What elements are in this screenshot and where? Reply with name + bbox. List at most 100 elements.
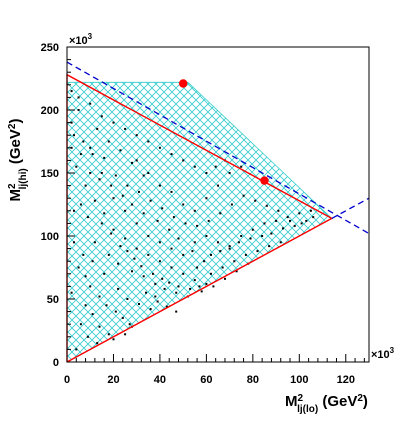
scatter-point: [165, 305, 168, 308]
scatter-point: [210, 253, 212, 256]
scatter-point: [70, 121, 73, 124]
x-tick-label: 20: [107, 374, 119, 386]
scatter-point: [154, 282, 157, 285]
scatter-point: [124, 333, 127, 336]
scatter-point: [219, 250, 222, 253]
scatter-point: [142, 174, 145, 177]
y-tick-label: 0: [53, 357, 59, 369]
scatter-point: [89, 285, 92, 288]
scatter-point: [177, 285, 180, 288]
scatter-point: [282, 227, 284, 230]
scatter-point: [84, 184, 87, 187]
scatter-point: [198, 285, 201, 288]
y-tick-label: 100: [41, 231, 59, 243]
scatter-point: [131, 270, 133, 273]
scatter-point: [77, 109, 80, 111]
scatter-point: [152, 272, 154, 275]
scatter-point: [73, 209, 75, 212]
scatter-point: [149, 308, 152, 311]
scatter-point: [168, 281, 171, 284]
scatter-point: [75, 165, 78, 168]
scatter-point: [107, 140, 110, 143]
scatter-point: [70, 146, 73, 149]
plot-frame: [66, 46, 370, 363]
scatter-point: [124, 237, 127, 240]
scatter-point: [142, 275, 145, 278]
scatter-point: [128, 323, 131, 326]
scatter-point: [133, 257, 136, 260]
scatter-point: [103, 212, 106, 215]
marker-point: [260, 176, 269, 185]
scatter-point: [170, 190, 173, 193]
scatter-point: [135, 222, 138, 225]
scatter-point: [96, 127, 99, 130]
scatter-point: [156, 300, 159, 303]
scatter-point: [228, 245, 231, 248]
scatter-point: [79, 203, 82, 206]
scatter-point: [121, 316, 124, 319]
scatter-point: [196, 266, 199, 269]
scatter-point: [93, 241, 96, 244]
scatter-point: [119, 245, 122, 248]
scatter-point: [156, 219, 159, 222]
scatter-point: [217, 241, 219, 244]
scatter-point: [73, 241, 75, 244]
y-axis-title: M2lj(hi) (GeV2): [7, 119, 29, 202]
dashed-line: [331, 197, 370, 219]
scatter-point: [251, 228, 254, 231]
scatter-point: [182, 159, 185, 162]
scatter-point: [265, 204, 268, 207]
scatter-point: [140, 265, 143, 268]
scatter-point: [256, 250, 259, 253]
scatter-point: [175, 291, 178, 294]
x-multiplier: ×103: [371, 346, 395, 361]
x-tick-label: 80: [247, 374, 259, 386]
scatter-point: [112, 228, 115, 231]
scatter-point: [70, 90, 73, 93]
scatter-point: [112, 338, 115, 341]
scatter-point: [182, 253, 185, 256]
scatter-point: [107, 333, 110, 336]
scatter-point: [86, 216, 89, 219]
marker-point: [179, 79, 188, 88]
scatter-point: [84, 304, 87, 307]
scatter-point: [228, 172, 231, 174]
scatter-point: [244, 253, 247, 256]
scatter-point: [98, 295, 101, 298]
scatter-point: [110, 232, 113, 235]
scatter-point: [210, 272, 212, 275]
y-tick-label: 150: [41, 168, 59, 180]
scatter-point: [214, 165, 217, 168]
scatter-point: [298, 212, 301, 215]
scatter-point: [168, 228, 171, 231]
y-tick-label: 50: [47, 294, 59, 306]
scatter-point: [200, 290, 203, 293]
scatter-point: [184, 222, 187, 225]
scatter-point: [93, 199, 96, 202]
scatter-point: [96, 342, 99, 345]
scatter-point: [170, 153, 173, 156]
scatter-point: [312, 216, 315, 219]
scatter-point: [91, 260, 94, 263]
scatter-point: [193, 241, 196, 244]
axes-layer: 0 20 40 60 80 100 120 0 50 100 150 200 250 ×103 ×103 M2…: [7, 32, 395, 415]
scatter-point: [86, 335, 89, 338]
scatter-point: [289, 219, 291, 222]
scatter-point: [235, 270, 238, 273]
scatter-point: [263, 222, 266, 225]
scatter-point: [110, 184, 113, 187]
scatter-point: [249, 237, 252, 240]
scatter-point: [124, 127, 127, 130]
scatter-point: [237, 241, 240, 244]
scatter-point: [309, 209, 312, 212]
scatter-point: [112, 121, 115, 124]
scatter-point: [100, 115, 103, 118]
scatter-point: [103, 272, 106, 275]
scatter-point: [172, 216, 175, 219]
scatter-point: [149, 199, 152, 202]
scatter-point: [84, 275, 87, 278]
scatter-point: [221, 266, 224, 269]
scatter-point: [131, 203, 133, 206]
scatter-point: [114, 310, 117, 313]
